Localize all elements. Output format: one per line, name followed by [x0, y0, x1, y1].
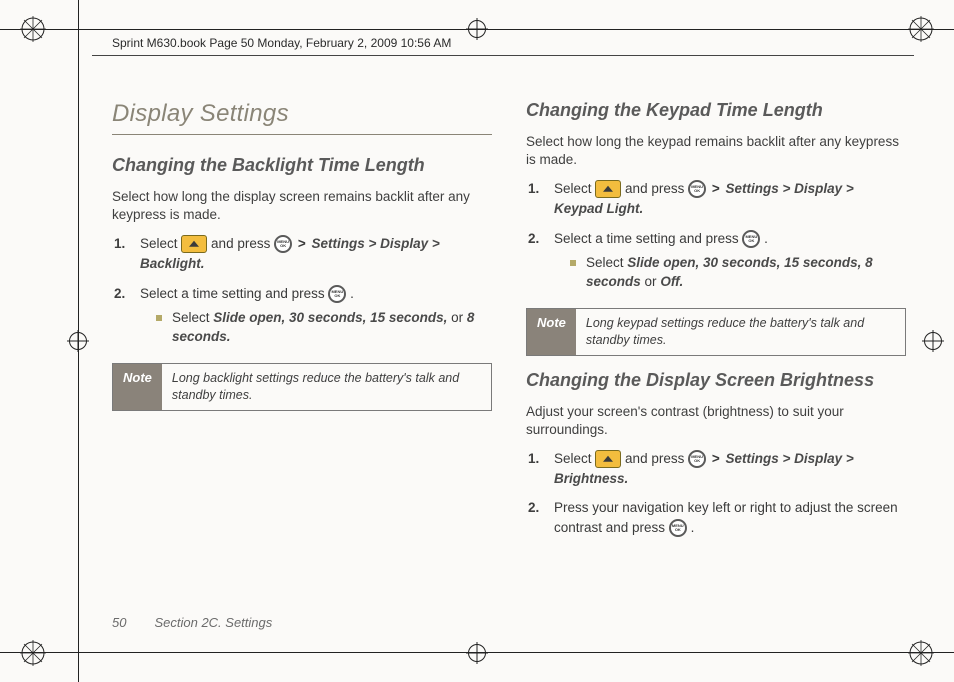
bullet-options: Off. [660, 274, 683, 289]
bullet-options: Slide open, 30 seconds, 15 seconds, [213, 310, 447, 325]
menu-ok-icon [328, 285, 346, 303]
sub-bullet: Select Slide open, 30 seconds, 15 second… [564, 254, 906, 292]
left-column: Display Settings Changing the Backlight … [112, 100, 492, 602]
step-text: and press [625, 181, 688, 196]
home-icon [181, 235, 207, 253]
section-heading-keypad: Changing the Keypad Time Length [526, 100, 906, 121]
note-text: Long backlight settings reduce the batte… [162, 364, 491, 410]
header-rule [92, 55, 914, 56]
page-footer: 50 Section 2C. Settings [112, 615, 272, 630]
menu-ok-icon [742, 230, 760, 248]
bullet-options: Slide open, 30 seconds, 15 seconds, 8 se… [586, 255, 873, 289]
step-text: Press your navigation key left or right … [554, 500, 898, 535]
section-heading-backlight: Changing the Backlight Time Length [112, 155, 492, 176]
bullet-text: or [645, 274, 661, 289]
menu-ok-icon [688, 180, 706, 198]
gt-icon: > [710, 451, 722, 466]
section-intro: Select how long the keypad remains backl… [526, 133, 906, 169]
content-area: Display Settings Changing the Backlight … [112, 100, 906, 602]
page: Sprint M630.book Page 50 Monday, Februar… [0, 0, 954, 682]
note-text: Long keypad settings reduce the battery'… [576, 309, 905, 355]
step-item: Select and press > Settings > Display > … [130, 234, 492, 273]
section-intro: Adjust your screen's contrast (brightnes… [526, 403, 906, 439]
steps-list: Select and press > Settings > Display > … [526, 179, 906, 291]
crosshair-icon [466, 18, 488, 40]
step-text: . [350, 286, 354, 301]
note-label: Note [527, 309, 576, 355]
crosshair-icon [466, 642, 488, 664]
step-text: and press [625, 451, 688, 466]
menu-ok-icon [274, 235, 292, 253]
crosshair-icon [922, 330, 944, 352]
step-item: Select a time setting and press . Select… [130, 284, 492, 347]
step-text: . [691, 520, 695, 535]
step-item: Select and press > Settings > Display > … [544, 449, 906, 488]
step-item: Select a time setting and press . Select… [544, 229, 906, 292]
gt-icon: > [296, 236, 308, 251]
steps-list: Select and press > Settings > Display > … [112, 234, 492, 346]
sub-bullet: Select Slide open, 30 seconds, 15 second… [150, 309, 492, 347]
step-text: Select a time setting and press [140, 286, 328, 301]
home-icon [595, 180, 621, 198]
home-icon [595, 450, 621, 468]
step-text: and press [211, 236, 274, 251]
step-item: Press your navigation key left or right … [544, 498, 906, 537]
gt-icon: > [710, 181, 722, 196]
bullet-text: or [451, 310, 467, 325]
section-label: Section 2C. Settings [154, 615, 272, 630]
step-text: Select [554, 181, 595, 196]
doc-header-meta: Sprint M630.book Page 50 Monday, Februar… [112, 36, 451, 50]
bullet-text: Select [586, 255, 627, 270]
page-number: 50 [112, 615, 126, 630]
crosshair-icon [67, 330, 89, 352]
step-text: Select a time setting and press [554, 231, 742, 246]
menu-ok-icon [669, 519, 687, 537]
registration-mark-icon [908, 640, 934, 666]
steps-list: Select and press > Settings > Display > … [526, 449, 906, 537]
registration-mark-icon [20, 640, 46, 666]
step-text: . [764, 231, 768, 246]
note-box: Note Long keypad settings reduce the bat… [526, 308, 906, 356]
bullet-text: Select [172, 310, 213, 325]
section-heading-brightness: Changing the Display Screen Brightness [526, 370, 906, 391]
page-title: Display Settings [112, 100, 492, 128]
note-box: Note Long backlight settings reduce the … [112, 363, 492, 411]
step-item: Select and press > Settings > Display > … [544, 179, 906, 218]
right-column: Changing the Keypad Time Length Select h… [526, 100, 906, 602]
section-intro: Select how long the display screen remai… [112, 188, 492, 224]
menu-ok-icon [688, 450, 706, 468]
title-underline [112, 134, 492, 135]
step-text: Select [554, 451, 595, 466]
note-label: Note [113, 364, 162, 410]
step-text: Select [140, 236, 181, 251]
